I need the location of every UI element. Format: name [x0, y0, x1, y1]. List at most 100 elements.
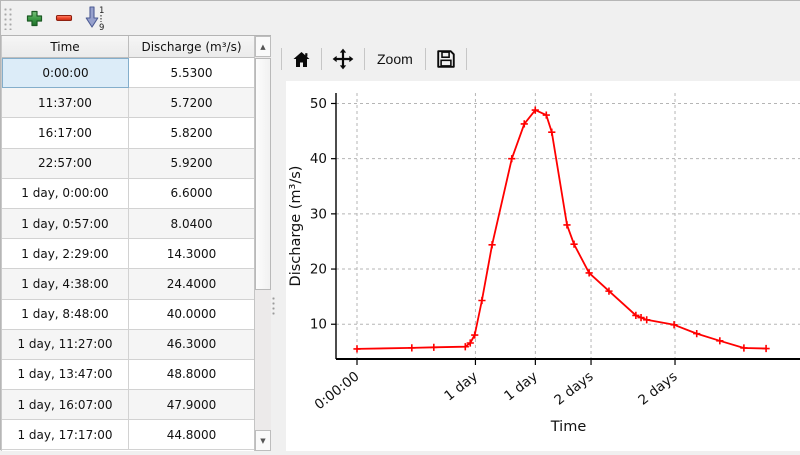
y-tick-label: 30: [310, 206, 327, 222]
time-cell[interactable]: 1 day, 4:38:00: [2, 269, 129, 300]
discharge-cell[interactable]: 14.3000: [129, 239, 255, 270]
time-cell[interactable]: 22:57:00: [2, 148, 129, 179]
time-cell[interactable]: 1 day, 0:57:00: [2, 208, 129, 240]
data-point-marker: [643, 316, 651, 324]
data-point-marker: [542, 111, 550, 119]
red-minus-icon: [55, 14, 73, 22]
discharge-cell[interactable]: 48.8000: [129, 359, 255, 391]
panel-splitter-handle[interactable]: [271, 1, 277, 451]
x-tick-label: 2 days: [551, 369, 596, 409]
table-row: 11:37:00 5.7200: [2, 88, 255, 119]
pan-icon: [332, 48, 354, 70]
discharge-line: [356, 109, 767, 350]
data-point-marker: [585, 269, 593, 277]
data-point-marker: [353, 345, 361, 353]
discharge-cell[interactable]: 5.8200: [129, 118, 255, 149]
data-point-marker: [488, 241, 496, 249]
scroll-down-button[interactable]: ▼: [255, 430, 271, 451]
chart-canvas[interactable]: 10 20 30 40 50 0:00:00 1 day 1 day 2 days 2 days D…: [286, 81, 800, 451]
table-scrollbar[interactable]: ▲ ▼: [254, 36, 271, 451]
table-row: 1 day, 11:27:00 46.3000: [2, 329, 255, 360]
time-cell[interactable]: 11:37:00: [2, 88, 129, 119]
time-cell[interactable]: 1 day, 2:29:00: [2, 239, 129, 270]
table-row: 1 day, 8:48:00 40.0000: [2, 299, 255, 330]
table-toolbar: 1 9: [1, 1, 271, 36]
y-tick-label: 40: [310, 151, 327, 167]
time-cell[interactable]: 0:00:00: [2, 58, 129, 89]
toolbar-separator: [364, 48, 365, 70]
y-tick-label: 10: [310, 317, 327, 333]
chart-toolbar: Zoom: [277, 43, 471, 75]
discharge-cell[interactable]: 5.7200: [129, 88, 255, 119]
data-point-marker: [461, 343, 469, 351]
toolbar-separator: [321, 48, 322, 70]
x-tick-label: 0:00:00: [312, 369, 363, 414]
time-cell[interactable]: 1 day, 0:00:00: [2, 178, 129, 209]
scroll-up-button[interactable]: ▲: [255, 36, 271, 57]
time-cell[interactable]: 1 day, 16:07:00: [2, 390, 129, 421]
home-view-button[interactable]: [286, 49, 317, 70]
table-row: 0:00:00 5.5300: [2, 58, 255, 89]
discharge-cell[interactable]: 47.9000: [129, 390, 255, 421]
column-header-time[interactable]: Time: [2, 36, 129, 58]
save-figure-button[interactable]: [430, 47, 462, 71]
time-cell[interactable]: 1 day, 17:17:00: [2, 420, 129, 451]
data-point-marker: [408, 344, 416, 352]
table-panel: 1 9 Time Discharge (m³/s) 0:00:00 5.5300 1…: [1, 1, 271, 451]
data-point-marker: [632, 311, 640, 320]
data-point-marker: [637, 314, 645, 322]
data-point-marker: [466, 339, 474, 347]
table-body: 0:00:00 5.5300 11:37:00 5.7200 16:17:00 5.820…: [2, 58, 255, 451]
discharge-cell[interactable]: 40.0000: [129, 299, 255, 330]
discharge-cell[interactable]: 5.9200: [129, 148, 255, 179]
x-tick-label: 2 days: [635, 369, 680, 409]
data-point-marker: [740, 344, 748, 352]
table-header: Time Discharge (m³/s): [2, 36, 255, 58]
discharge-cell[interactable]: 6.6000: [129, 178, 255, 209]
data-point-marker: [762, 344, 770, 353]
toolbar-separator: [424, 48, 426, 70]
sort-1-9-arrow-icon: 1 9: [85, 6, 104, 31]
sort-ascending-button[interactable]: 1 9: [82, 6, 106, 31]
table-row: 1 day, 16:07:00 47.9000: [2, 390, 255, 421]
data-point-marker: [520, 120, 528, 128]
data-point-marker: [430, 343, 438, 351]
toolbar-separator: [465, 48, 467, 70]
time-cell[interactable]: 1 day, 13:47:00: [2, 359, 129, 391]
splitter-grip-dots-icon: [272, 297, 276, 317]
table-row: 1 day, 0:00:00 6.6000: [2, 178, 255, 209]
zoom-button[interactable]: Zoom: [369, 48, 421, 70]
data-point-marker: [508, 155, 516, 163]
column-header-discharge[interactable]: Discharge (m³/s): [129, 36, 255, 58]
toolbar-grip-handle[interactable]: [3, 6, 13, 30]
pan-button[interactable]: [326, 46, 360, 72]
y-tick-label: 50: [310, 96, 327, 112]
chart-panel: Zoom 10 20 30 40 50 0:00:00 1 day 1 day 2 days 2 …: [277, 1, 800, 451]
table-row: 1 day, 4:38:00 24.4000: [2, 269, 255, 300]
home-icon: [293, 51, 310, 67]
data-point-marker: [670, 321, 678, 329]
discharge-cell[interactable]: 46.3000: [129, 329, 255, 360]
data-point-marker: [471, 331, 479, 339]
table-row: 16:17:00 5.8200: [2, 118, 255, 149]
time-cell[interactable]: 1 day, 11:27:00: [2, 329, 129, 360]
add-row-button[interactable]: [22, 6, 46, 30]
discharge-cell[interactable]: 8.0400: [129, 208, 255, 240]
x-tick-label: 1 day: [441, 369, 481, 405]
data-point-marker: [605, 287, 613, 295]
discharge-cell[interactable]: 5.5300: [129, 58, 255, 89]
scrollbar-thumb[interactable]: [255, 58, 271, 290]
time-cell[interactable]: 16:17:00: [2, 118, 129, 149]
remove-row-button[interactable]: [52, 6, 76, 30]
data-point-marker: [563, 221, 571, 229]
x-axis-label: Time: [550, 419, 587, 435]
discharge-cell[interactable]: 44.8000: [129, 420, 255, 451]
green-plus-icon: [26, 10, 42, 26]
table-row: 1 day, 2:29:00 14.3000: [2, 239, 255, 270]
time-cell[interactable]: 1 day, 8:48:00: [2, 299, 129, 330]
discharge-cell[interactable]: 24.4000: [129, 269, 255, 300]
y-axis-label: Discharge (m³/s): [288, 166, 304, 287]
svg-text:9: 9: [99, 23, 104, 31]
data-point-marker: [693, 330, 701, 338]
